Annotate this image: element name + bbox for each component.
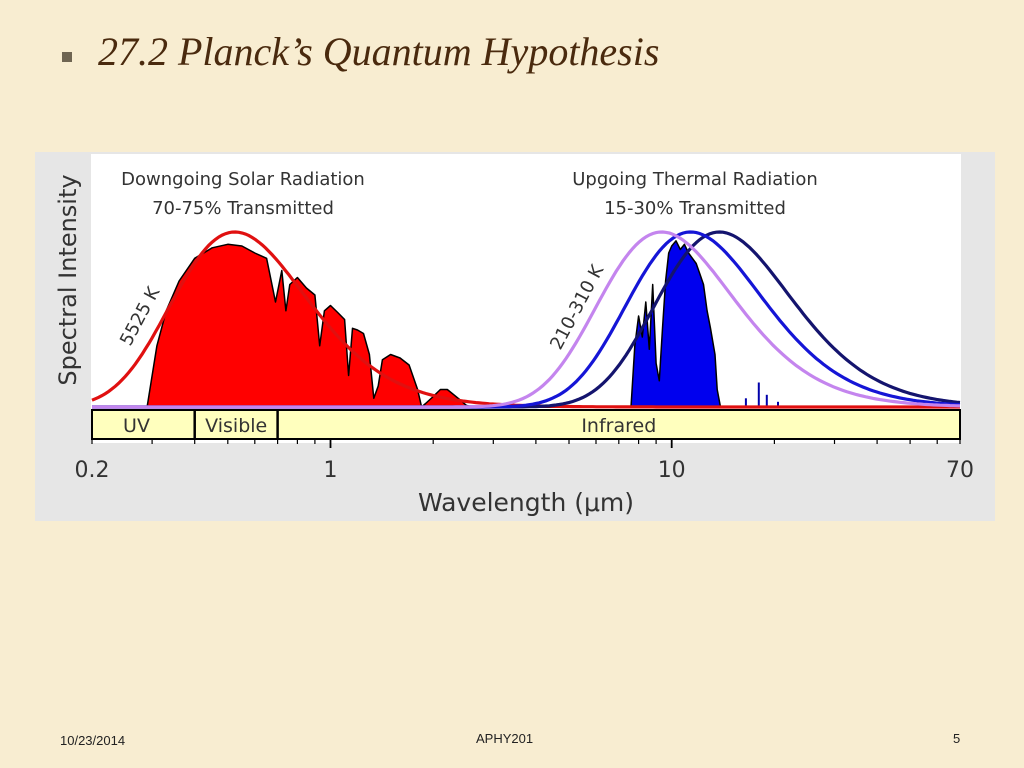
band-bar-background <box>91 409 961 440</box>
figure-panel: UV Visible Infrared 0.2 1 10 70 Wavelength (μ… <box>35 152 995 521</box>
footer-page-number: 5 <box>953 731 961 746</box>
blackbody-curve-310k <box>92 230 961 409</box>
thermal-annotation-line1: Upgoing Thermal Radiation <box>572 169 818 190</box>
x-axis-ticks: 0.2 1 10 70 <box>75 439 974 483</box>
x-tick-label: 70 <box>946 458 974 483</box>
solar-transmitted-area <box>146 243 504 408</box>
x-axis-label: Wavelength (μm) <box>418 488 634 517</box>
footer-course: APHY201 <box>476 731 534 746</box>
x-tick-label: 1 <box>324 458 338 483</box>
solar-annotation-line2: 70-75% Transmitted <box>152 198 334 219</box>
blackbody-curves <box>91 230 961 409</box>
spectrum-chart: UV Visible Infrared 0.2 1 10 70 Wavelength (μ… <box>54 154 974 517</box>
y-axis-label: Spectral Intensity <box>54 174 82 385</box>
footer-date: 10/23/2014 <box>60 733 126 748</box>
solar-annotation-line1: Downgoing Solar Radiation <box>121 169 365 190</box>
band-label-uv: UV <box>123 415 150 437</box>
wavelength-band-bar: UV Visible Infrared <box>91 409 961 440</box>
slide-title: 27.2 Planck’s Quantum Hypothesis <box>98 29 660 74</box>
thermal-annotation-line2: 15-30% Transmitted <box>604 198 786 219</box>
band-label-infrared: Infrared <box>581 415 656 437</box>
x-tick-label: 0.2 <box>75 458 110 483</box>
bullet-marker <box>62 52 72 62</box>
x-tick-label: 10 <box>658 458 686 483</box>
band-label-visible: Visible <box>205 415 267 437</box>
